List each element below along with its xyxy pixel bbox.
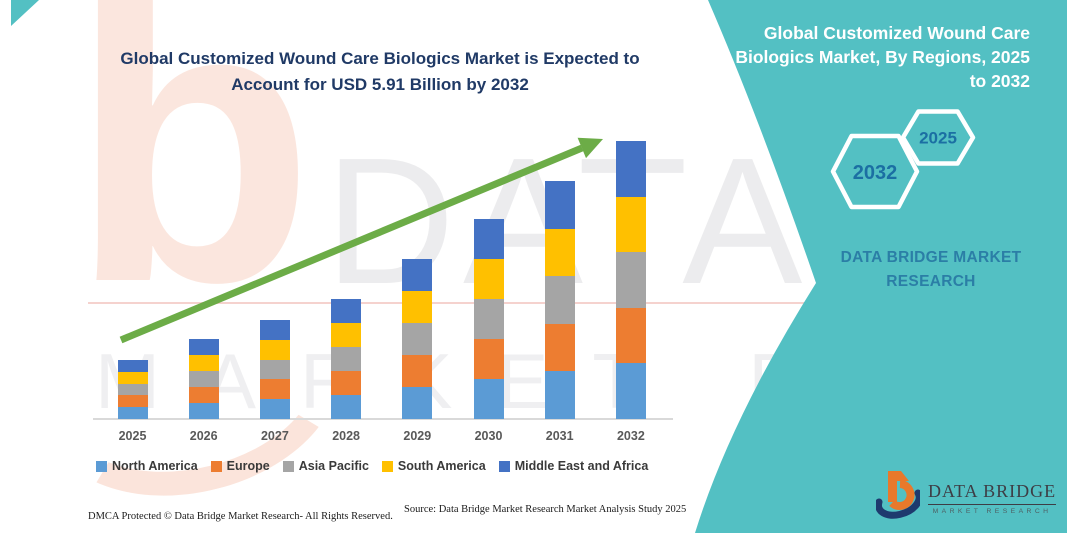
bar-segment-south-america	[117, 371, 148, 384]
bar-2029	[402, 259, 433, 419]
bar-segment-asia-pacific	[117, 383, 148, 396]
bar-2027	[259, 320, 290, 419]
legend-item-europe: Europe	[210, 459, 270, 473]
bar-segment-middle-east-and-africa	[117, 360, 148, 372]
chart-title: Global Customized Wound Care Biologics M…	[120, 49, 640, 95]
bar-segment-europe	[331, 371, 362, 395]
legend-item-north-america: North America	[96, 459, 198, 473]
x-axis-label-2026: 2026	[189, 429, 218, 443]
bar-segment-asia-pacific	[402, 323, 433, 355]
bar-segment-middle-east-and-africa	[473, 219, 504, 259]
x-axis-label-2028: 2028	[332, 429, 360, 443]
bar-segment-south-america	[615, 196, 646, 253]
bar-segment-europe	[259, 379, 290, 400]
bar-segment-europe	[544, 323, 575, 372]
bar-2031	[544, 181, 575, 419]
legend-label: Europe	[226, 459, 270, 473]
bar-segment-asia-pacific	[544, 276, 575, 324]
company-logo: DATA BRIDGE MARKET RESEARCH	[876, 468, 1057, 522]
bar-segment-south-america	[188, 355, 219, 371]
bar-segment-middle-east-and-africa	[544, 181, 575, 229]
bar-segment-asia-pacific	[188, 371, 219, 387]
bar-segment-south-america	[331, 323, 362, 347]
legend-item-asia-pacific: Asia Pacific	[282, 459, 369, 473]
bar-segment-north-america	[544, 371, 575, 419]
source-note: Source: Data Bridge Market Research Mark…	[404, 504, 687, 515]
legend-swatch-icon	[282, 460, 294, 472]
bar-segment-middle-east-and-africa	[615, 141, 646, 197]
bar-segment-north-america	[117, 407, 148, 419]
x-axis-label-2030: 2030	[474, 429, 503, 443]
legend: North America Europe Asia Pacific South Ame…	[96, 459, 648, 473]
bar-segment-europe	[473, 339, 504, 379]
x-axis-label-2031: 2031	[545, 429, 574, 443]
bar-segment-middle-east-and-africa	[188, 339, 219, 355]
legend-swatch-icon	[96, 460, 107, 472]
bar-segment-europe	[117, 395, 148, 408]
bar-segment-europe	[615, 307, 646, 364]
legend-swatch-icon	[498, 460, 510, 472]
legend-label: South America	[397, 459, 486, 473]
logo-b-icon	[876, 471, 920, 519]
panel-title: Global Customized Wound Care Biologics M…	[735, 23, 1030, 92]
bar-2025	[117, 360, 148, 419]
bar-segment-south-america	[473, 259, 504, 299]
bar-segment-north-america	[188, 403, 219, 419]
bar-segment-north-america	[402, 387, 433, 419]
bar-segment-asia-pacific	[615, 252, 646, 308]
bar-segment-middle-east-and-africa	[402, 259, 433, 291]
bar-2030	[473, 219, 504, 419]
legend-label: Middle East and Africa	[514, 459, 649, 473]
bar-segment-north-america	[331, 395, 362, 419]
panel-brand-text: DATA BRIDGE MARKET RESEARCH	[840, 249, 1022, 291]
x-axis-label-2027: 2027	[260, 429, 289, 443]
bar-2028	[331, 299, 362, 419]
bar-segment-middle-east-and-africa	[331, 299, 362, 323]
x-axis-label-2025: 2025	[118, 429, 147, 443]
bar-segment-europe	[188, 387, 219, 403]
bar-segment-south-america	[259, 339, 290, 360]
logo-brand-name: DATA BRIDGE	[928, 481, 1057, 505]
logo-tagline: MARKET RESEARCH	[932, 508, 1052, 515]
logo-text: DATA BRIDGE MARKET RESEARCH	[928, 468, 1057, 515]
bar-2026	[188, 339, 219, 419]
bar-segment-asia-pacific	[259, 359, 290, 380]
bar-segment-asia-pacific	[331, 347, 362, 371]
bar-segment-south-america	[402, 291, 433, 323]
bar-segment-asia-pacific	[473, 299, 504, 339]
bar-segment-north-america	[259, 399, 290, 419]
legend-label: North America	[112, 459, 198, 473]
legend-label: Asia Pacific	[298, 459, 369, 473]
bar-segment-europe	[402, 355, 433, 387]
x-axis-line	[93, 418, 673, 420]
dmca-note: DMCA Protected © Data Bridge Market Rese…	[88, 511, 393, 522]
bar-segment-middle-east-and-africa	[259, 320, 290, 340]
legend-item-south-america: South America	[381, 459, 486, 473]
bar-segment-north-america	[473, 379, 504, 419]
x-axis-label-2032: 2032	[616, 429, 645, 443]
legend-swatch-icon	[381, 460, 393, 472]
x-axis-label-2029: 2029	[403, 429, 432, 443]
legend-item-middle-east-and-africa: Middle East and Africa	[498, 459, 649, 473]
legend-swatch-icon	[210, 460, 222, 472]
bar-2032	[615, 141, 646, 419]
bar-segment-north-america	[615, 363, 646, 419]
bar-segment-south-america	[544, 228, 575, 277]
